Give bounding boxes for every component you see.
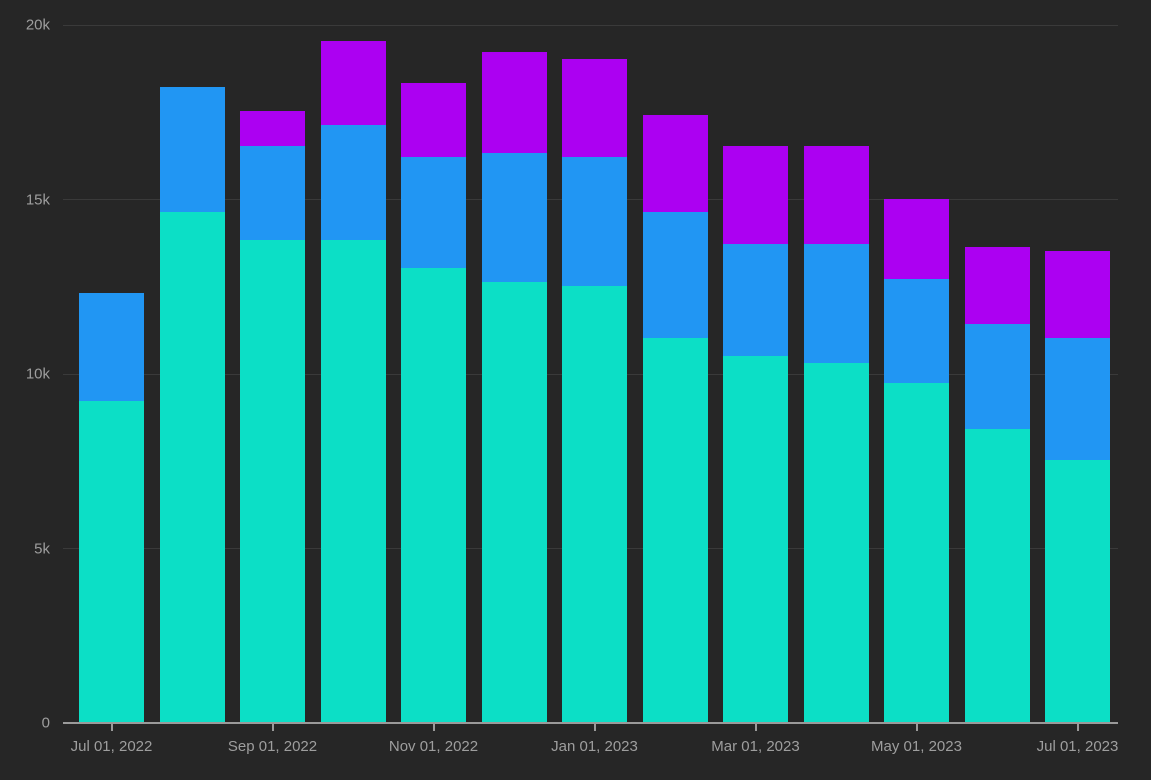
x-axis-tick [110, 724, 113, 731]
bar-2022-09[interactable] [240, 0, 305, 723]
y-tick-label: 0 [41, 714, 50, 732]
bar-segment-blue[interactable] [79, 292, 144, 401]
x-axis-tick [915, 724, 918, 731]
y-tick-label: 20k [25, 16, 50, 34]
bar-segment-blue[interactable] [723, 243, 788, 356]
bar-2022-07[interactable] [79, 0, 144, 723]
bar-segment-purple[interactable] [320, 41, 386, 126]
x-axis-tick [271, 724, 274, 731]
bar-segment-purple[interactable] [481, 51, 547, 154]
bar-2022-10[interactable] [320, 0, 386, 723]
bar-2023-06[interactable] [964, 0, 1030, 723]
bar-segment-blue[interactable] [240, 146, 305, 241]
bar-segment-purple[interactable] [562, 58, 627, 157]
bar-segment-teal[interactable] [562, 285, 627, 722]
y-tick-label: 15k [25, 191, 50, 208]
bar-segment-purple[interactable] [240, 111, 305, 147]
x-axis-line [63, 722, 1118, 724]
x-tick-label: Sep 01, 2022 [227, 738, 318, 755]
bar-2023-02[interactable] [642, 0, 708, 723]
bar-2023-03[interactable] [723, 0, 788, 723]
x-tick-label: Nov 01, 2022 [388, 738, 479, 755]
x-axis-tick [593, 724, 596, 731]
x-tick-label: Jan 01, 2023 [551, 738, 638, 755]
bar-segment-blue[interactable] [1045, 338, 1110, 461]
bar-2023-01[interactable] [562, 0, 627, 723]
bar-2023-05[interactable] [884, 0, 949, 723]
bar-segment-teal[interactable] [964, 428, 1030, 722]
x-axis-tick [1076, 724, 1079, 731]
bar-segment-blue[interactable] [964, 324, 1030, 429]
bar-segment-teal[interactable] [803, 362, 869, 722]
bar-2022-08[interactable] [159, 0, 225, 723]
x-tick-label: Jul 01, 2022 [70, 738, 153, 755]
bar-segment-purple[interactable] [642, 114, 708, 213]
y-gridline [63, 24, 1118, 26]
bar-segment-teal[interactable] [159, 212, 225, 722]
bar-segment-teal[interactable] [642, 338, 708, 722]
bar-segment-blue[interactable] [320, 125, 386, 241]
bar-segment-blue[interactable] [401, 156, 466, 269]
x-axis-tick [754, 724, 757, 731]
bar-segment-blue[interactable] [481, 153, 547, 283]
x-axis-tick [432, 724, 435, 731]
bar-segment-purple[interactable] [964, 247, 1030, 325]
bar-segment-purple[interactable] [803, 146, 869, 244]
y-tick-label: 5k [34, 540, 50, 557]
bar-segment-purple[interactable] [1045, 250, 1110, 339]
bar-segment-teal[interactable] [79, 400, 144, 722]
bar-segment-teal[interactable] [320, 240, 386, 722]
bar-segment-blue[interactable] [159, 86, 225, 213]
bar-segment-blue[interactable] [642, 212, 708, 339]
bar-segment-purple[interactable] [723, 146, 788, 244]
x-tick-label: May 01, 2023 [871, 738, 962, 755]
bar-segment-teal[interactable] [240, 240, 305, 722]
bar-2022-11[interactable] [401, 0, 466, 723]
bar-segment-teal[interactable] [401, 268, 466, 722]
bar-2023-04[interactable] [803, 0, 869, 723]
bar-segment-blue[interactable] [803, 243, 869, 363]
bar-2022-12[interactable] [481, 0, 547, 723]
bar-segment-purple[interactable] [401, 83, 466, 157]
x-tick-label: Jul 01, 2023 [1036, 738, 1119, 755]
bar-segment-teal[interactable] [723, 355, 788, 722]
bar-segment-teal[interactable] [481, 282, 547, 722]
bar-2023-07[interactable] [1045, 0, 1110, 723]
y-tick-label: 10k [25, 365, 50, 383]
x-tick-label: Mar 01, 2023 [711, 738, 800, 755]
bar-segment-blue[interactable] [562, 156, 627, 286]
bar-segment-teal[interactable] [884, 383, 949, 722]
bar-segment-teal[interactable] [1045, 460, 1110, 722]
bar-segment-purple[interactable] [884, 198, 949, 279]
bar-segment-blue[interactable] [884, 278, 949, 384]
